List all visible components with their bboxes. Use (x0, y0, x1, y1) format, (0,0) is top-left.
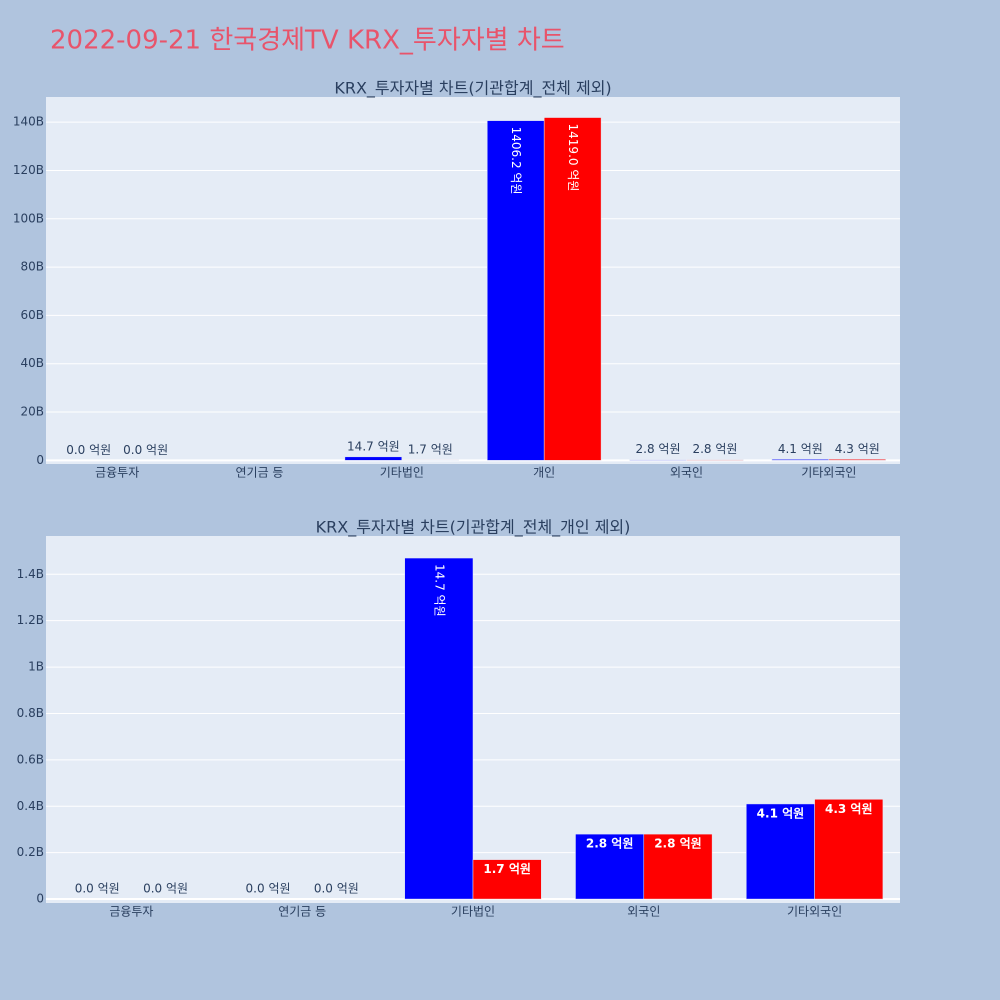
bar (643, 833, 713, 900)
bar (344, 456, 403, 461)
value-label: 1419.0 억원 (566, 124, 580, 192)
value-label: 0.0 억원 (246, 882, 291, 896)
value-label: 0.0 억원 (75, 882, 120, 896)
y-tick-label: 140B (13, 115, 44, 129)
bar (486, 120, 545, 461)
bar (746, 803, 815, 900)
y-tick-label: 20B (20, 405, 44, 419)
y-tick-label: 40B (20, 356, 44, 370)
x-tick-label: 금융투자 (109, 905, 153, 919)
x-tick-label: 기타외국인 (801, 466, 856, 480)
value-label: 14.7 억원 (432, 564, 446, 617)
chart-title: KRX_투자자별 차트(기관합계_전체 제외) (334, 79, 611, 99)
bar (629, 459, 687, 461)
y-tick-label: 1B (28, 660, 44, 674)
y-tick-label: 0 (36, 892, 44, 906)
bar (828, 459, 887, 461)
page-title: 2022-09-21 한국경제TV KRX_투자자별 차트 (50, 26, 565, 56)
value-label: 0.0 억원 (143, 882, 188, 896)
x-tick-label: 외국인 (627, 905, 660, 919)
y-tick-label: 0 (36, 453, 44, 467)
x-tick-label: 연기금 등 (236, 466, 284, 480)
bar (472, 859, 542, 900)
x-tick-label: 연기금 등 (278, 905, 326, 919)
x-tick-label: 개인 (533, 466, 555, 480)
bar (543, 117, 602, 461)
value-label: 1.7 억원 (483, 862, 531, 876)
bar (404, 557, 474, 900)
value-label: 4.1 억원 (778, 442, 823, 456)
value-label: 1406.2 억원 (509, 127, 523, 195)
plot-area (46, 97, 900, 464)
value-label: 2.8 억원 (654, 837, 702, 851)
y-tick-label: 120B (13, 163, 44, 177)
value-label: 0.0 억원 (123, 443, 168, 457)
y-tick-label: 0.8B (17, 706, 44, 720)
bar (686, 459, 744, 461)
value-label: 2.8 억원 (586, 837, 634, 851)
value-label: 14.7 억원 (347, 439, 400, 453)
value-label: 2.8 억원 (692, 442, 737, 456)
value-label: 0.0 억원 (314, 882, 359, 896)
y-tick-label: 60B (20, 308, 44, 322)
value-label: 4.1 억원 (757, 806, 805, 820)
x-tick-label: 금융투자 (95, 466, 139, 480)
y-tick-label: 1.4B (17, 567, 44, 581)
value-label: 0.0 억원 (66, 443, 111, 457)
value-label: 1.7 억원 (408, 442, 453, 456)
x-tick-label: 기타법인 (451, 905, 495, 919)
y-tick-label: 0.4B (17, 799, 44, 813)
value-label: 2.8 억원 (636, 442, 681, 456)
x-tick-label: 기타외국인 (787, 905, 842, 919)
y-tick-label: 1.2B (17, 613, 44, 627)
x-tick-label: 기타법인 (380, 466, 424, 480)
y-tick-label: 0.2B (17, 845, 44, 859)
x-tick-label: 외국인 (670, 466, 703, 480)
bar (814, 799, 884, 900)
y-tick-label: 80B (20, 260, 44, 274)
chart-title: KRX_투자자별 차트(기관합계_전체_개인 제외) (316, 518, 631, 538)
value-label: 4.3 억원 (825, 802, 873, 816)
y-tick-label: 100B (13, 211, 44, 225)
bar (771, 459, 830, 461)
value-label: 4.3 억원 (835, 442, 880, 456)
y-tick-label: 0.6B (17, 752, 44, 766)
